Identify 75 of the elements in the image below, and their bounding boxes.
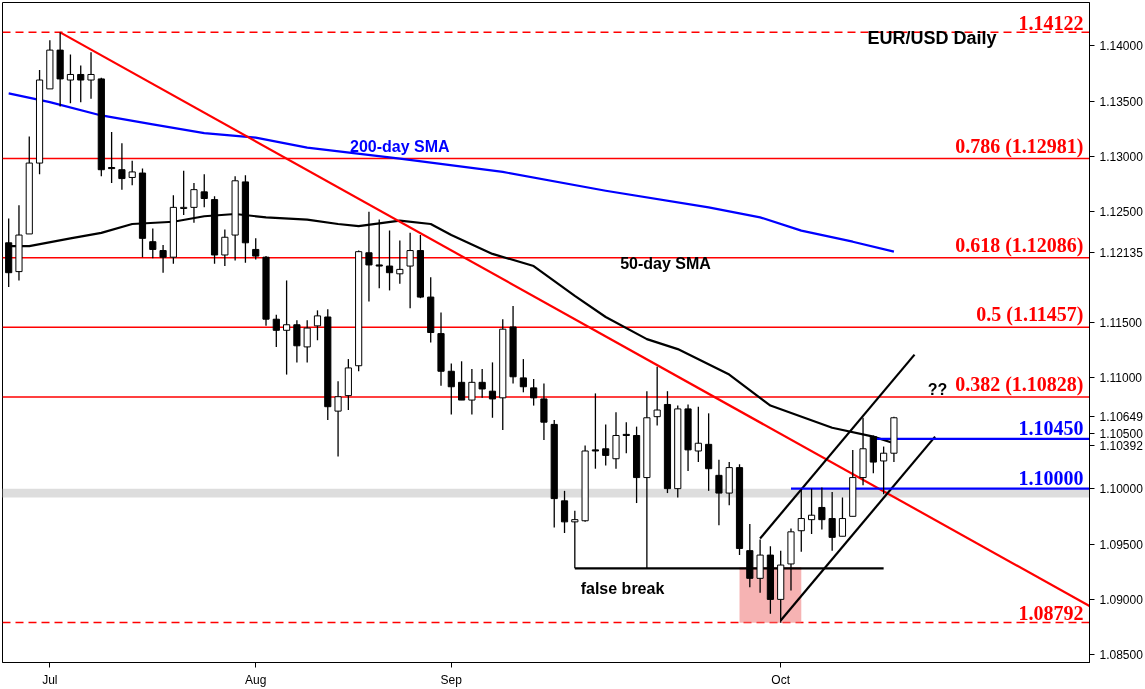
candlestick	[375, 218, 383, 289]
y-tick-label: 1.10000	[1099, 482, 1144, 497]
candlestick	[128, 160, 136, 186]
candlestick	[478, 368, 486, 399]
candlestick	[880, 445, 888, 495]
candlestick	[530, 378, 538, 407]
candlestick	[560, 490, 569, 534]
candlestick	[313, 309, 322, 341]
candlestick	[694, 406, 702, 463]
candlestick	[149, 227, 157, 259]
candlestick	[612, 411, 620, 470]
candlestick	[200, 173, 208, 209]
candlestick	[653, 366, 661, 427]
candlestick	[108, 131, 116, 184]
x-tick-label: Jul	[42, 672, 58, 687]
line-series	[7, 92, 896, 253]
ref-line-label: 0.382 (1.10828)	[955, 372, 1084, 396]
y-tick-label: 1.14000	[1099, 39, 1144, 54]
y-tick-label: 1.12500	[1099, 205, 1144, 220]
candlestick	[385, 229, 394, 292]
text: EUR/USD Daily	[867, 27, 997, 48]
candlestick	[406, 232, 414, 309]
candlestick	[87, 51, 95, 100]
series-label: 200-day SMA	[350, 137, 451, 155]
y-tick-label: 1.13500	[1099, 94, 1144, 109]
ref-line-label: 0.786 (1.12981)	[955, 134, 1084, 158]
y-tick-label: 1.13000	[1099, 149, 1144, 164]
candlestick	[715, 459, 723, 526]
candlestick	[180, 170, 188, 216]
candlestick	[519, 358, 527, 393]
candlestick	[293, 319, 301, 364]
candlestick	[334, 380, 342, 458]
candlestick	[303, 319, 311, 364]
annotation: ??	[927, 381, 948, 398]
y-tick-label: 1.08500	[1099, 648, 1144, 663]
candlestick	[540, 382, 548, 441]
series-label: 1.10450	[1018, 416, 1084, 439]
candlestick	[622, 421, 630, 454]
annotation: false break	[580, 580, 665, 597]
x-tick-label: Sep	[440, 672, 463, 687]
candlestick	[447, 362, 455, 416]
candlestick	[118, 142, 126, 191]
candlestick	[252, 237, 260, 261]
ref-line-label: 1.14122	[1018, 12, 1084, 35]
y-tick-label: 1.11000	[1099, 371, 1143, 386]
candlestick	[818, 486, 826, 531]
annotation: 50-day SMA	[620, 255, 712, 272]
candlestick	[396, 239, 404, 285]
candlestick	[807, 487, 816, 535]
ref-line-label: 0.5 (1.11457)	[976, 303, 1084, 327]
candlestick	[828, 491, 836, 552]
y-tick-label: 1.10500	[1099, 426, 1144, 441]
candlestick	[458, 360, 466, 401]
candlestick	[602, 423, 610, 467]
candlestick	[272, 314, 280, 348]
y-tick-label: 1.09000	[1099, 592, 1144, 607]
y-tick-label: 1.12135	[1099, 245, 1144, 260]
y-tick-label: 1.10649	[1099, 410, 1144, 425]
y-tick-label: 1.11500	[1099, 316, 1143, 331]
candlestick	[838, 496, 847, 537]
candlestick	[591, 392, 599, 470]
candlestick	[283, 279, 291, 376]
ref-line-label: 0.618 (1.12086)	[955, 233, 1084, 257]
candlestick	[488, 361, 497, 419]
y-tick-label: 1.09500	[1099, 537, 1144, 552]
candlestick	[77, 64, 85, 103]
series-label: 1.10000	[1018, 466, 1084, 489]
candlestick	[221, 228, 229, 267]
candlestick	[159, 244, 167, 274]
x-tick-label: Oct	[771, 672, 791, 687]
ref-line-label: 1.08792	[1018, 602, 1084, 625]
candlestick	[66, 53, 75, 104]
candlestick	[468, 368, 476, 416]
y-tick-label: 1.10392	[1099, 438, 1144, 453]
x-tick-label: Aug	[245, 672, 267, 687]
